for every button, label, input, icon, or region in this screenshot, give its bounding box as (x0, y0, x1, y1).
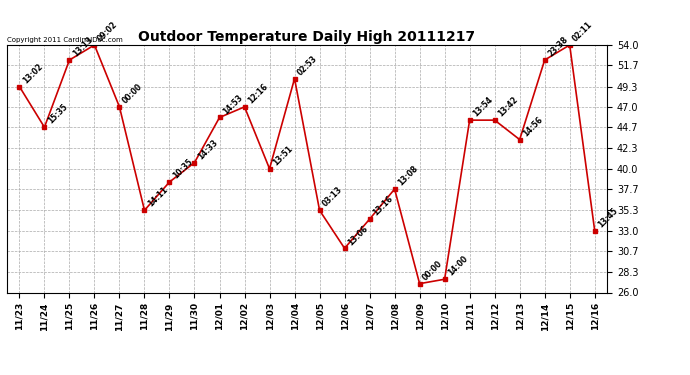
Text: 14:33: 14:33 (196, 138, 219, 161)
Text: 13:42: 13:42 (496, 95, 520, 119)
Text: 14:53: 14:53 (221, 93, 244, 116)
Text: 13:13: 13:13 (71, 35, 95, 58)
Text: 13:02: 13:02 (21, 62, 44, 85)
Text: 12:16: 12:16 (246, 82, 269, 105)
Text: 13:08: 13:08 (396, 164, 420, 188)
Text: 09:02: 09:02 (96, 20, 119, 44)
Text: 14:00: 14:00 (446, 254, 469, 278)
Title: Outdoor Temperature Daily High 20111217: Outdoor Temperature Daily High 20111217 (139, 30, 475, 44)
Text: 10:35: 10:35 (171, 157, 194, 181)
Text: 03:13: 03:13 (321, 186, 344, 209)
Text: 02:53: 02:53 (296, 54, 319, 77)
Text: 00:00: 00:00 (121, 82, 144, 105)
Text: 23:38: 23:38 (546, 35, 569, 58)
Text: 14:56: 14:56 (521, 115, 544, 138)
Text: 13:06: 13:06 (346, 224, 369, 247)
Text: 13:45: 13:45 (596, 206, 620, 229)
Text: 13:51: 13:51 (271, 144, 294, 167)
Text: 14:11: 14:11 (146, 186, 169, 209)
Text: Copyright 2011 CardinalDoc.com: Copyright 2011 CardinalDoc.com (7, 36, 123, 42)
Text: 13:16: 13:16 (371, 194, 395, 218)
Text: 13:54: 13:54 (471, 95, 494, 119)
Text: 00:00: 00:00 (421, 259, 444, 282)
Text: 15:35: 15:35 (46, 103, 69, 126)
Text: 02:11: 02:11 (571, 20, 595, 44)
